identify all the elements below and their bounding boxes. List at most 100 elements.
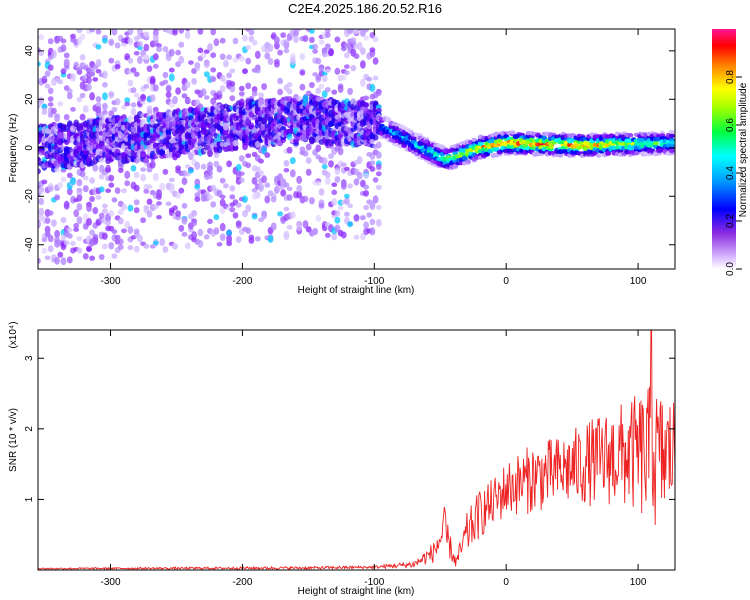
y-multiplier-label: (x10⁴) [8, 321, 19, 348]
heatmap-cell [261, 146, 267, 155]
top-x-axis: -300 -200 -100 0 100 [101, 29, 647, 287]
heatmap-cell [185, 23, 191, 28]
heatmap-cell [207, 218, 213, 225]
heatmap-cell [287, 18, 293, 24]
heatmap-cell [108, 210, 115, 217]
heatmap-cell [334, 36, 341, 43]
heatmap-cell [38, 221, 41, 227]
heatmap-cell [47, 185, 54, 192]
snr-series-line [38, 330, 675, 570]
heatmap-cell [277, 88, 283, 96]
bottom-x-tick-label: -300 [101, 577, 121, 588]
heatmap-cell [232, 139, 239, 147]
heatmap-cell [130, 67, 137, 73]
heatmap-cell [51, 49, 57, 59]
heatmap-cell [363, 204, 369, 211]
heatmap-cell [146, 198, 153, 205]
heatmap-cell [668, 148, 675, 153]
heatmap-cell [360, 60, 366, 69]
heatmap-cell [162, 46, 169, 53]
heatmap-cell [270, 196, 277, 203]
heatmap-cell [223, 8, 229, 16]
heatmap-cell [318, 83, 325, 90]
heatmap-cell [76, 194, 83, 202]
heatmap-cell [268, 19, 274, 26]
heatmap-cell [66, 92, 73, 100]
heatmap-cell [108, 182, 115, 188]
heatmap-cell [233, 9, 239, 16]
heatmap-cell [38, 61, 41, 67]
heatmap-cell [305, 157, 312, 164]
heatmap-cell [137, 55, 143, 65]
heatmap-cell [182, 17, 188, 24]
heatmap-cell [79, 92, 86, 99]
heatmap-cell [360, 47, 366, 55]
heatmap-cell [375, 104, 382, 110]
heatmap-cell [102, 243, 108, 250]
heatmap-cell [76, 96, 83, 103]
heatmap-cell [283, 168, 290, 173]
heatmap-cell [133, 92, 140, 98]
heatmap-cell [89, 177, 95, 184]
heatmap-cell [363, 29, 369, 33]
heatmap-cell [204, 23, 210, 29]
heatmap-cell [86, 218, 92, 226]
heatmap-cell [92, 236, 99, 245]
heatmap-cell [105, 188, 111, 193]
heatmap-cell [207, 170, 213, 176]
heatmap-cell [223, 59, 229, 68]
heatmap-cell [159, 182, 166, 191]
heatmap-cell [375, 171, 382, 177]
heatmap-cell [191, 210, 198, 217]
heatmap-cell [41, 110, 48, 115]
heatmap-cell [203, 61, 210, 69]
heatmap-cell [95, 101, 102, 109]
heatmap-cell [184, 164, 191, 169]
heatmap-cell [219, 177, 226, 184]
heatmap-cell [328, 160, 334, 168]
top-y-axis: -40 -20 0 20 40 [24, 45, 675, 252]
heatmap-cell [188, 60, 194, 65]
heatmap-cell [312, 227, 318, 235]
heatmap-cell [229, 84, 236, 93]
heatmap-cell [356, 41, 363, 51]
heatmap-cell [41, 247, 48, 254]
heatmap-cell [73, 209, 80, 218]
heatmap-cell [86, 203, 92, 212]
heatmap-cell [309, 15, 315, 23]
heatmap-cell [328, 17, 334, 21]
heatmap-cell [372, 57, 379, 65]
heatmap-cell [245, 162, 252, 169]
heatmap-cell [54, 229, 60, 238]
heatmap-cell [168, 177, 175, 183]
heatmap-cell [267, 235, 274, 243]
heatmap-cell [375, 184, 382, 190]
heatmap-cell [63, 240, 70, 246]
heatmap-cell [369, 160, 376, 166]
heatmap-cell [334, 176, 341, 183]
colorbar-tick-label: 0.4 [725, 166, 736, 180]
heatmap-cell [66, 88, 73, 95]
heatmap-cell [152, 204, 159, 210]
heatmap-cell [184, 29, 191, 32]
heatmap-cell [324, 87, 331, 93]
heatmap-cell [203, 71, 210, 78]
heatmap-cell [137, 41, 143, 48]
heatmap-cell [213, 150, 220, 159]
heatmap-cell [331, 189, 338, 196]
heatmap-cell [86, 247, 92, 252]
heatmap-cell [350, 64, 357, 72]
heatmap-cell [242, 14, 248, 22]
heatmap-cell [344, 52, 350, 59]
snr-panel: -300 -200 -100 0 100 1 2 3 Height of straight … [8, 321, 676, 597]
heatmap-cell [146, 108, 153, 116]
heatmap-cell [57, 79, 64, 85]
heatmap-cell [350, 21, 356, 28]
heatmap-cell [203, 234, 210, 240]
heatmap-cell [102, 102, 108, 111]
heatmap-cell [251, 187, 258, 193]
heatmap-cell [146, 65, 153, 72]
heatmap-cell [89, 92, 95, 101]
heatmap-cell [251, 86, 258, 93]
